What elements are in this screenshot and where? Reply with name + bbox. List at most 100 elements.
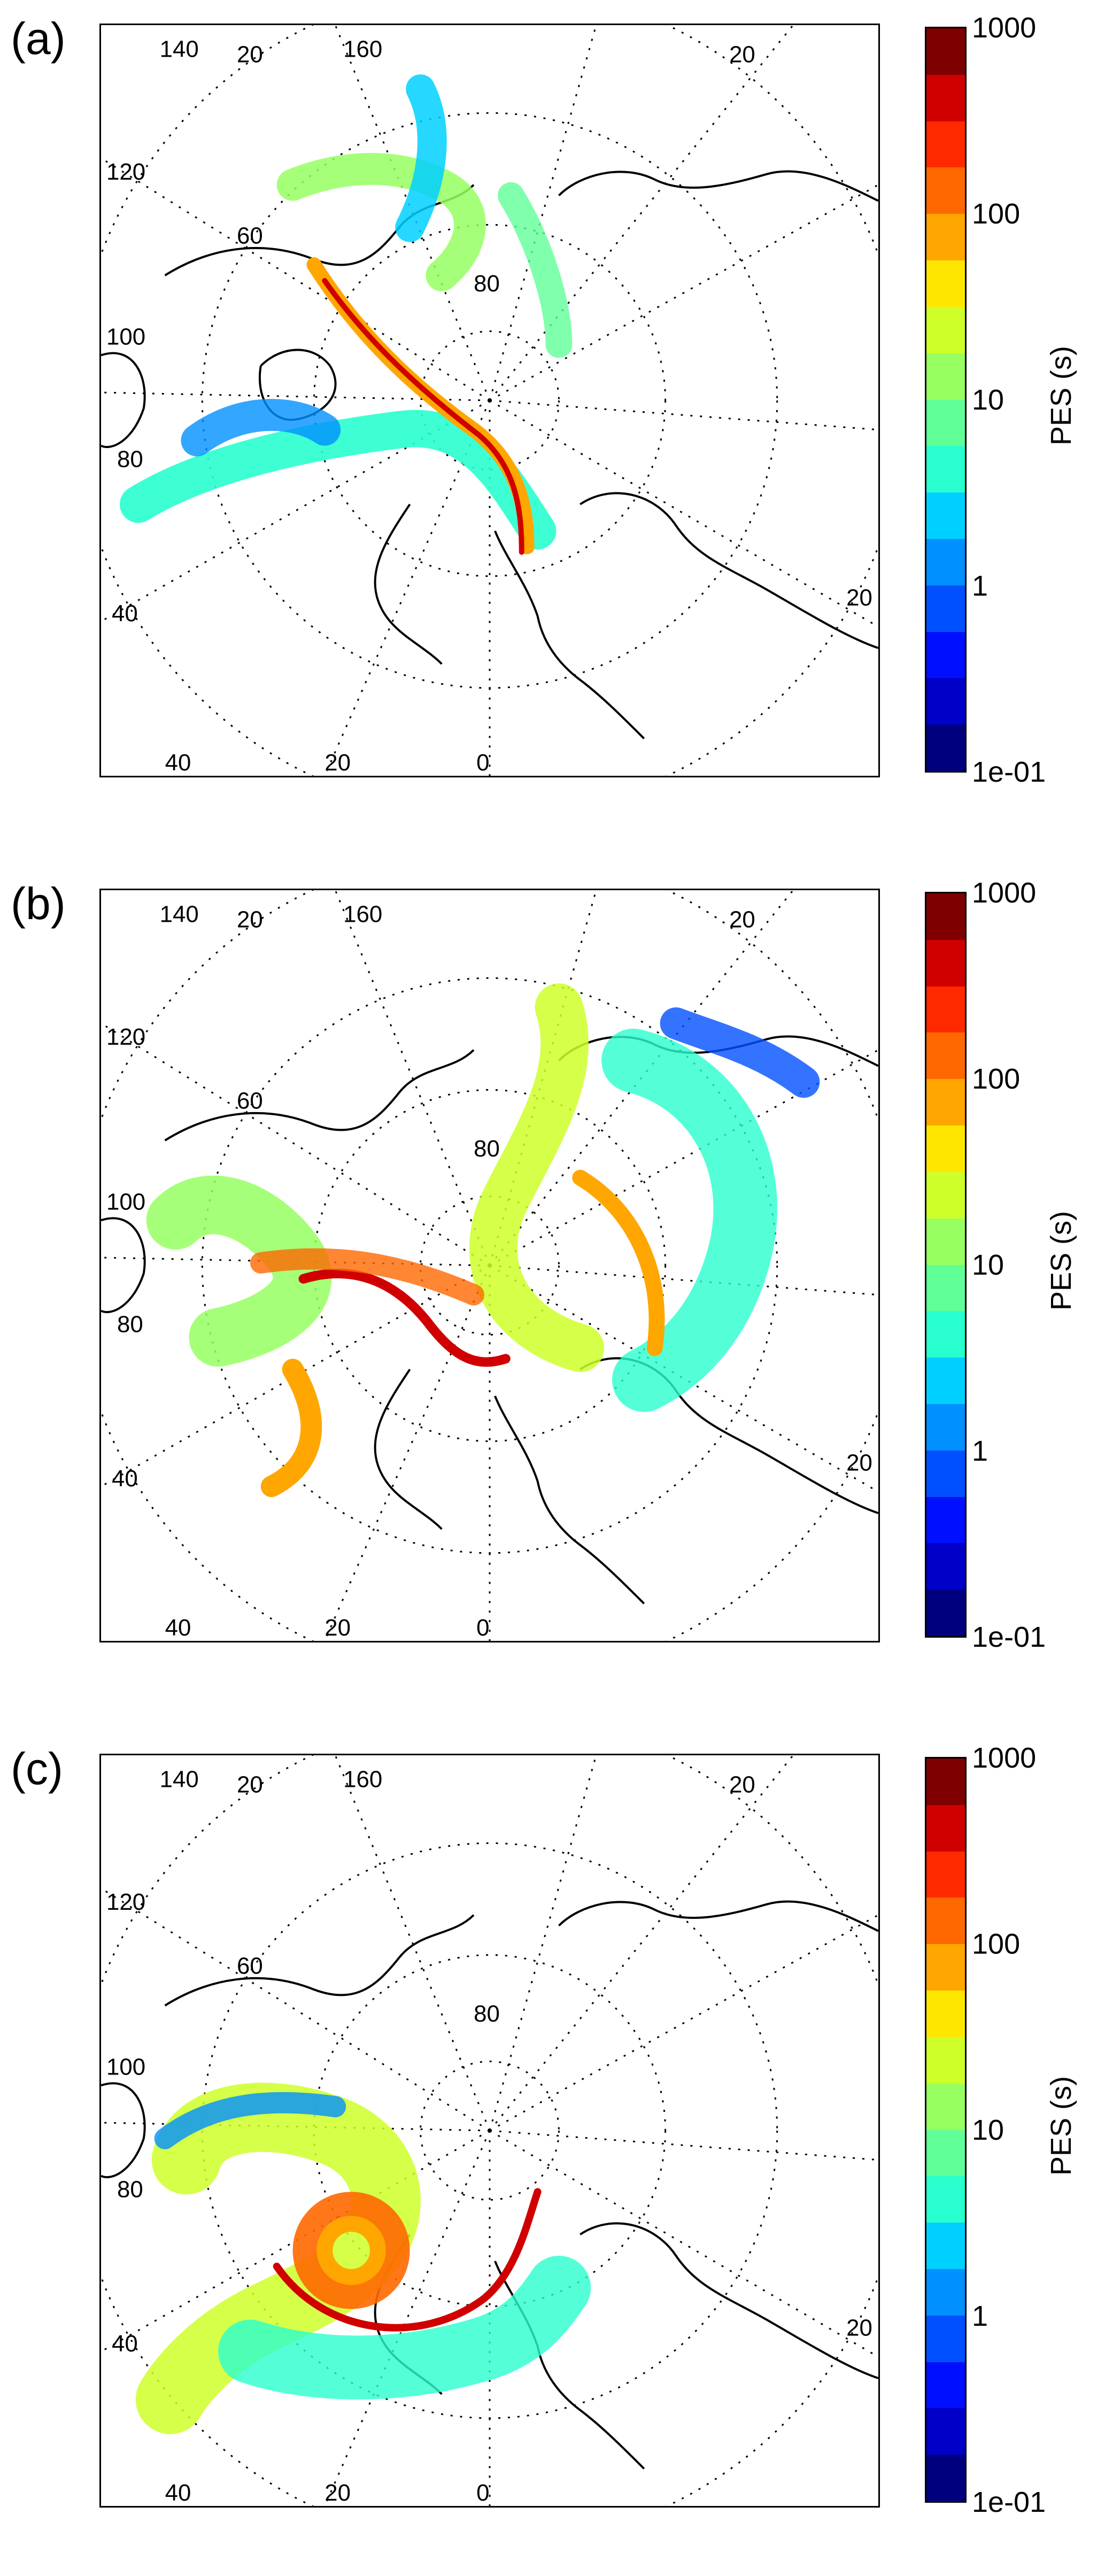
colorbar-segment	[926, 1759, 965, 1805]
colorbar-segment	[926, 74, 965, 121]
colorbar	[925, 892, 967, 1638]
grid-label: 60	[237, 222, 263, 249]
grid-label: 60	[237, 1953, 263, 1979]
colorbar-segment	[926, 1944, 965, 1991]
grid-label: 80	[474, 1136, 500, 1162]
colorbar-segment	[926, 2315, 965, 2362]
colorbar-label: PES (s)	[1045, 1210, 1077, 1311]
colorbar-segment	[926, 2269, 965, 2316]
colorbar-segment	[926, 2408, 965, 2455]
colorbar-segment	[926, 28, 965, 75]
grid-label: 20	[729, 42, 755, 68]
colorbar-tick: 100	[972, 1063, 1021, 1095]
colorbar-segment	[926, 1991, 965, 2037]
panel-label: (a)	[11, 13, 66, 64]
grid-label: 20	[324, 750, 351, 776]
grid-label: 160	[343, 901, 382, 928]
map-frame: 140 20 160 20 120 100 80 60 40 20 0 20 4…	[99, 1754, 880, 2508]
colorbar-tick: 100	[972, 1928, 1021, 1960]
polar-map: 140 20 160 20 120 100 80 60 40 20 0 20 4…	[101, 25, 878, 776]
grid-label: 160	[343, 1767, 382, 1793]
panel-a: (a)	[0, 0, 1105, 846]
polar-map: 140 20 160 20 120 100 80 60 40 20 0 20 4…	[101, 890, 878, 1641]
grid-label: 80	[474, 2001, 500, 2027]
graticule-labels: 140 20 160 20 120 100 80 60 40 20 0 20 4…	[106, 36, 872, 776]
colorbar-tick: 1000	[972, 877, 1037, 909]
colorbar	[925, 1757, 967, 2503]
grid-label: 80	[117, 2176, 143, 2202]
colorbar-segment	[926, 678, 965, 725]
grid-label: 100	[106, 1189, 145, 1215]
grid-label: 40	[112, 2331, 138, 2357]
colorbar-tick: 10	[972, 1249, 1004, 1281]
colorbar-segment	[926, 2037, 965, 2084]
colorbar-label: PES (s)	[1045, 2076, 1077, 2176]
grid-label: 100	[106, 2054, 145, 2080]
colorbar-segment	[926, 214, 965, 261]
grid-label: 80	[117, 446, 143, 472]
graticule	[101, 25, 878, 776]
colorbar-segment	[926, 306, 965, 353]
colorbar-segment	[926, 1590, 965, 1636]
colorbar-tick: 1e-01	[972, 756, 1046, 788]
graticule-labels: 140 20 160 20 120 100 80 60 40 20 0 20 4…	[106, 901, 872, 1641]
grid-label: 20	[729, 1772, 755, 1798]
grid-label: 140	[160, 1767, 199, 1793]
grid-label: 120	[106, 159, 145, 185]
grid-label: 140	[160, 36, 199, 63]
colorbar-segment	[926, 1125, 965, 1172]
grid-label: 0	[476, 2480, 489, 2506]
colorbar-segment	[926, 1218, 965, 1265]
grid-label: 40	[165, 750, 191, 776]
colorbar-segment	[926, 2176, 965, 2223]
pes-plume	[119, 74, 573, 555]
grid-label: 80	[117, 1311, 143, 1337]
grid-label: 0	[476, 1615, 489, 1641]
colorbar-segment	[926, 1898, 965, 1945]
colorbar-segment	[926, 2083, 965, 2130]
grid-label: 20	[324, 2480, 351, 2506]
colorbar-tick: 10	[972, 384, 1004, 416]
grid-label: 40	[112, 1466, 138, 1492]
colorbar-segment	[926, 724, 965, 771]
colorbar-segment	[926, 1032, 965, 1079]
colorbar-tick: 1000	[972, 12, 1037, 44]
colorbar-segment	[926, 2362, 965, 2409]
colorbar-segment	[926, 1543, 965, 1590]
grid-label: 40	[165, 2480, 191, 2506]
grid-label: 20	[846, 2315, 872, 2341]
grid-label: 80	[474, 271, 500, 297]
grid-label: 20	[846, 1449, 872, 1476]
grid-label: 140	[160, 901, 199, 928]
colorbar-segment	[926, 585, 965, 632]
map-frame: 140 20 160 20 120 100 80 60 40 20 0 20 4…	[99, 24, 880, 777]
colorbar-segment	[926, 1079, 965, 1126]
grid-label: 20	[237, 1772, 263, 1798]
grid-label: 40	[112, 600, 138, 627]
colorbar-segment	[926, 631, 965, 678]
colorbar-tick: 1	[972, 2300, 988, 2332]
pes-plume	[135, 2083, 591, 2434]
colorbar-segment	[926, 492, 965, 539]
colorbar-segment	[926, 1804, 965, 1852]
panel-label: (b)	[11, 878, 66, 929]
colorbar-segment	[926, 1450, 965, 1497]
colorbar	[925, 27, 967, 773]
colorbar-segment	[926, 1497, 965, 1544]
graticule-labels: 140 20 160 20 120 100 80 60 40 20 0 20 4…	[106, 1767, 872, 2506]
map-frame: 140 20 160 20 120 100 80 60 40 20 0 20 4…	[99, 889, 880, 1642]
colorbar-segment	[926, 538, 965, 585]
colorbar-tick: 1e-01	[972, 1621, 1046, 1653]
colorbar-segment	[926, 446, 965, 493]
panel-label: (c)	[11, 1744, 63, 1794]
colorbar-segment	[926, 986, 965, 1033]
grid-label: 20	[324, 1615, 351, 1641]
colorbar-segment	[926, 399, 965, 446]
graticule	[101, 1755, 878, 2506]
colorbar-segment	[926, 1171, 965, 1218]
colorbar-segment	[926, 1403, 965, 1451]
grid-label: 100	[106, 323, 145, 350]
colorbar-segment	[926, 167, 965, 214]
colorbar-segment	[926, 1264, 965, 1312]
colorbar-segment	[926, 1358, 965, 1404]
